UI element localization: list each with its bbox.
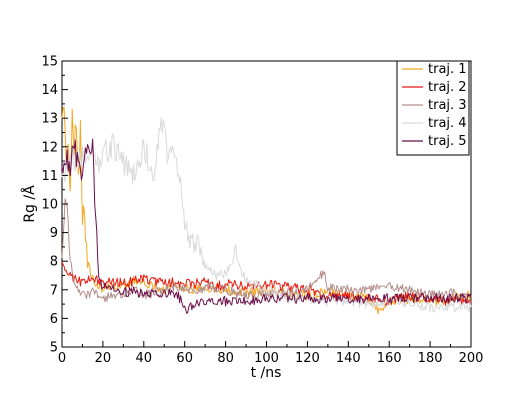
ticks-layer: 0 20 40 60 80 100 120 140 160 180 200 5 6 7 8 9 10 11 12 13… xyxy=(41,55,483,367)
y-axis-label: Rg /Å xyxy=(21,185,38,223)
y-tick-label: 11 xyxy=(41,169,58,184)
y-tick-label: 8 xyxy=(50,255,58,270)
x-tick-label: 20 xyxy=(95,351,112,366)
x-tick-label: 180 xyxy=(418,351,443,366)
x-tick-label: 140 xyxy=(336,351,361,366)
x-tick-label: 0 xyxy=(58,351,66,366)
legend-label-5: traj. 5 xyxy=(428,134,467,149)
legend-label-2: traj. 2 xyxy=(428,80,467,95)
x-tick-label: 200 xyxy=(459,351,484,366)
legend: traj. 1 traj. 2 traj. 3 traj. 4 traj. 5 xyxy=(396,60,470,156)
y-tick-label: 9 xyxy=(50,226,58,241)
series-line-4 xyxy=(61,117,472,313)
y-tick-label: 13 xyxy=(41,112,58,127)
series-line-5 xyxy=(61,138,472,314)
y-tick-label: 5 xyxy=(50,341,58,356)
x-tick-label: 120 xyxy=(295,351,320,366)
legend-label-3: traj. 3 xyxy=(428,98,467,113)
x-tick-label: 160 xyxy=(377,351,402,366)
y-tick-label: 10 xyxy=(41,198,58,213)
x-tick-label: 100 xyxy=(254,351,279,366)
x-tick-label: 40 xyxy=(136,351,153,366)
x-tick-label: 60 xyxy=(176,351,193,366)
legend-label-1: traj. 1 xyxy=(428,62,467,77)
y-tick-label: 15 xyxy=(41,55,58,70)
series-line-2 xyxy=(61,261,472,307)
x-tick-label: 80 xyxy=(217,351,234,366)
legend-label-4: traj. 4 xyxy=(428,116,467,131)
y-tick-label: 14 xyxy=(41,83,58,98)
legend-items: traj. 1 traj. 2 traj. 3 traj. 4 traj. 5 xyxy=(402,62,467,149)
y-tick-label: 12 xyxy=(41,140,58,155)
y-tick-label: 7 xyxy=(50,283,58,298)
legend-box xyxy=(396,60,470,156)
x-axis-label: t /ns xyxy=(251,365,282,381)
y-tick-label: 6 xyxy=(50,312,58,327)
series-layer xyxy=(61,106,472,315)
